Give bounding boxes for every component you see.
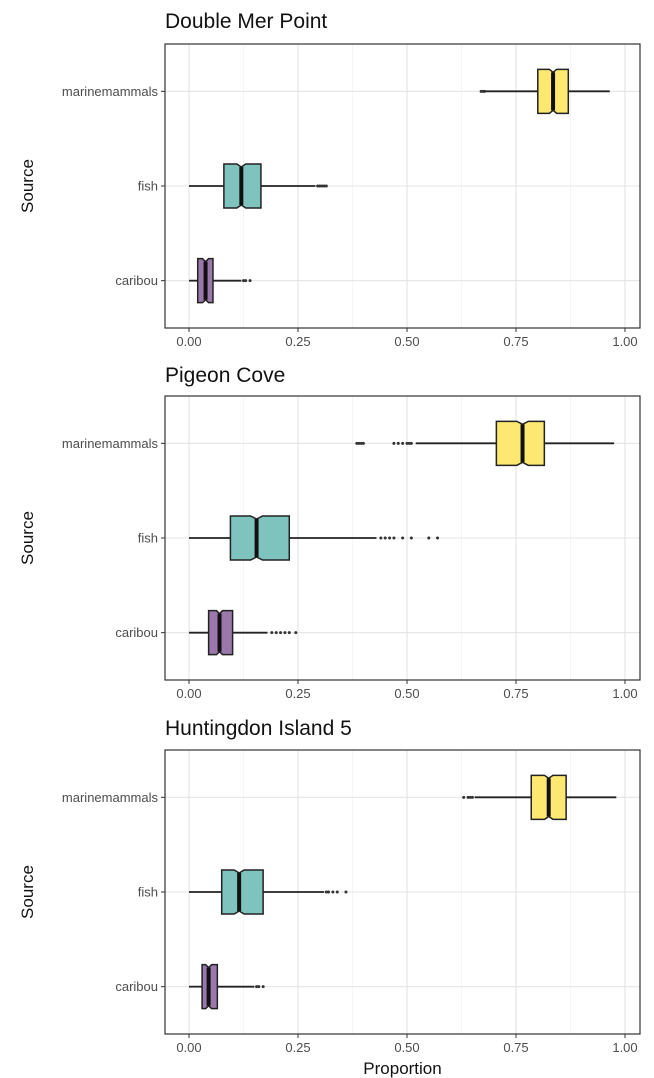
outlier-point	[468, 795, 472, 799]
x-tick-label: 0.25	[285, 1040, 310, 1055]
panel-title: Huntingdon Island 5	[165, 717, 352, 740]
outlier-point	[261, 985, 265, 989]
box-caribou	[189, 609, 298, 656]
outlier-point	[248, 279, 252, 283]
x-tick-label: 0.25	[285, 686, 310, 701]
outlier-point	[436, 536, 440, 540]
y-tick-label: marinemammals	[62, 790, 159, 805]
panel-1: Double Mer Point marinemammals fish caribou…	[18, 10, 641, 349]
x-tick-label: 0.50	[394, 686, 419, 701]
outlier-point	[383, 536, 387, 540]
outlier-point	[396, 441, 400, 445]
box-caribou	[189, 257, 252, 304]
x-tick-label: 0.00	[176, 1040, 201, 1055]
x-tick-label: 0.75	[503, 334, 528, 349]
box-body	[220, 869, 264, 915]
outlier-point	[379, 536, 383, 540]
outlier-point	[392, 536, 396, 540]
outlier-point	[355, 441, 359, 445]
outlier-point	[274, 631, 278, 635]
outlier-point	[405, 441, 409, 445]
y-tick-label: caribou	[115, 273, 158, 288]
outlier-point	[462, 795, 466, 799]
box-body	[495, 420, 546, 467]
outlier-point	[335, 890, 339, 894]
x-tick-label: 0.50	[394, 334, 419, 349]
box-body	[229, 515, 291, 561]
y-tick-label: caribou	[115, 979, 158, 994]
y-tick-label: fish	[138, 885, 158, 900]
outlier-point	[257, 985, 261, 989]
box-caribou	[189, 963, 265, 1010]
panel-title: Pigeon Cove	[165, 364, 285, 387]
outlier-point	[322, 184, 326, 188]
outlier-point	[401, 441, 405, 445]
outlier-point	[327, 890, 331, 894]
y-tick-label: fish	[138, 179, 158, 194]
x-tick-label: 1.00	[612, 1040, 637, 1055]
outlier-point	[316, 184, 320, 188]
outlier-point	[279, 631, 283, 635]
outlier-point	[466, 795, 470, 799]
outlier-point	[357, 441, 361, 445]
outlier-point	[409, 536, 413, 540]
x-tick-label: 0.25	[285, 334, 310, 349]
outlier-point	[344, 890, 348, 894]
outlier-point	[392, 441, 396, 445]
outlier-point	[318, 184, 322, 188]
x-tick-label: 0.00	[176, 334, 201, 349]
outlier-point	[361, 441, 365, 445]
panel-3: Huntingdon Island 5 marinemammals fish cari…	[18, 717, 641, 1078]
outlier-point	[294, 631, 298, 635]
x-tick-label: 0.50	[394, 1040, 419, 1055]
panel-title: Double Mer Point	[165, 10, 327, 33]
x-axis-title: Proportion	[363, 1059, 441, 1078]
outlier-point	[320, 184, 324, 188]
box-fish	[189, 163, 328, 209]
outlier-point	[324, 890, 328, 894]
outlier-point	[359, 441, 363, 445]
y-tick-label: marinemammals	[62, 84, 159, 99]
outlier-point	[401, 536, 405, 540]
x-tick-label: 0.75	[503, 1040, 528, 1055]
outlier-point	[270, 631, 274, 635]
y-axis-title: Source	[18, 511, 37, 565]
panel-2: Pigeon Cove marinemammals fish caribou 0.00 0…	[18, 364, 641, 701]
box-marinemammals	[462, 774, 617, 821]
outlier-point	[409, 441, 413, 445]
outlier-point	[242, 279, 245, 283]
y-tick-label: caribou	[115, 625, 158, 640]
y-tick-label: marinemammals	[62, 436, 159, 451]
outlier-point	[388, 536, 392, 540]
outlier-point	[479, 89, 483, 93]
outlier-point	[407, 441, 411, 445]
outlier-point	[470, 795, 474, 799]
outlier-point	[255, 985, 259, 989]
outlier-point	[324, 184, 328, 188]
outlier-point	[483, 89, 487, 93]
x-tick-label: 0.00	[176, 686, 201, 701]
box-marinemammals	[355, 420, 615, 467]
x-tick-label: 1.00	[612, 334, 637, 349]
outlier-point	[244, 279, 248, 283]
box-fish	[189, 869, 348, 915]
outlier-point	[283, 631, 287, 635]
x-tick-label: 0.75	[503, 686, 528, 701]
box-fish	[189, 515, 440, 561]
outlier-point	[427, 536, 431, 540]
y-axis-title: Source	[18, 159, 37, 213]
outlier-point	[331, 890, 335, 894]
x-tick-label: 1.00	[612, 686, 637, 701]
box-marinemammals	[479, 68, 610, 115]
y-axis-title: Source	[18, 865, 37, 919]
y-tick-label: fish	[138, 531, 158, 546]
outlier-point	[287, 631, 291, 635]
